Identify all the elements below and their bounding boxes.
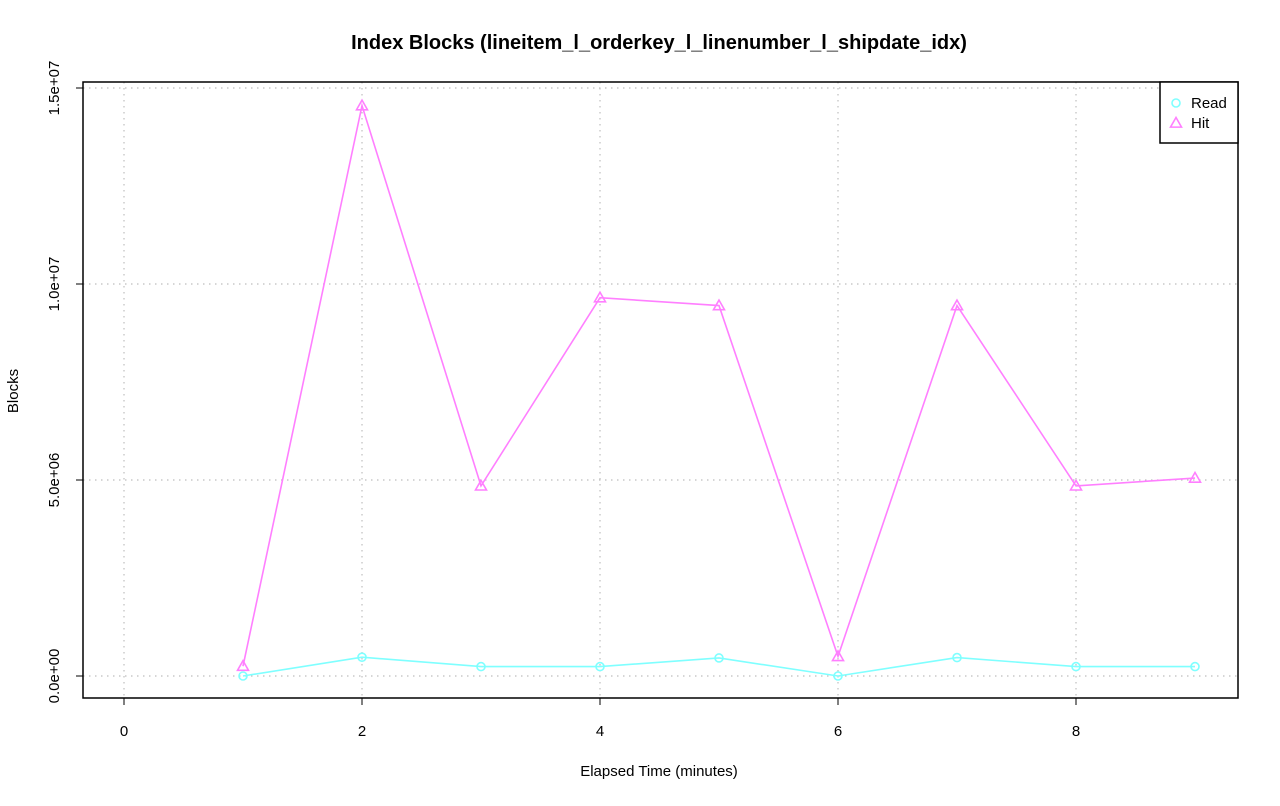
- data-point-read: [714, 653, 724, 663]
- data-point-hit: [831, 649, 845, 662]
- y-tick-label: 5.0e+06: [46, 453, 63, 508]
- x-tick-label: 2: [358, 723, 366, 740]
- legend-marker-read: [1171, 98, 1181, 108]
- data-point-read: [1071, 661, 1081, 672]
- legend-label-read: Read: [1191, 95, 1227, 112]
- data-point-hit: [950, 298, 964, 311]
- x-axis-label: Elapsed Time (minutes): [580, 763, 738, 780]
- series-line-hit: [242, 102, 1196, 667]
- y-axis-label: Blocks: [5, 369, 22, 413]
- data-point-hit: [236, 659, 250, 672]
- plot-frame: [82, 81, 1239, 699]
- x-tick-label: 0: [120, 723, 128, 740]
- y-tick-label: 1.0e+07: [46, 257, 63, 312]
- data-point-read: [595, 661, 605, 672]
- data-point-hit: [355, 98, 369, 111]
- chart-title: Index Blocks (lineitem_l_orderkey_l_line…: [351, 32, 967, 54]
- legend-box: [1159, 81, 1239, 144]
- data-point-read: [833, 671, 843, 681]
- data-point-hit: [1069, 478, 1083, 491]
- data-point-read: [952, 652, 962, 663]
- data-point-hit: [1188, 470, 1202, 483]
- data-point-hit: [593, 290, 607, 303]
- data-point-hit: [474, 478, 488, 491]
- legend: Read Hit: [1159, 81, 1239, 144]
- axes: 0 2 4 6 8 0.0e+00 5.0e+06 1.0e+07 1.5e+07: [46, 61, 1080, 740]
- legend-marker-hit: [1169, 115, 1183, 128]
- data-point-hit: [712, 298, 726, 311]
- x-tick-label: 8: [1072, 723, 1080, 740]
- grid: [83, 82, 1238, 698]
- y-tick-label: 1.5e+07: [46, 61, 63, 116]
- y-tick-label: 0.0e+00: [46, 649, 63, 704]
- series-line-read: [242, 656, 1195, 677]
- data-point-read: [1190, 661, 1200, 672]
- x-tick-label: 6: [834, 723, 842, 740]
- series-layer: [236, 98, 1202, 681]
- data-point-read: [238, 671, 248, 681]
- data-point-read: [357, 652, 367, 662]
- legend-label-hit: Hit: [1191, 115, 1210, 132]
- x-tick-label: 4: [596, 723, 604, 740]
- data-point-read: [476, 661, 486, 672]
